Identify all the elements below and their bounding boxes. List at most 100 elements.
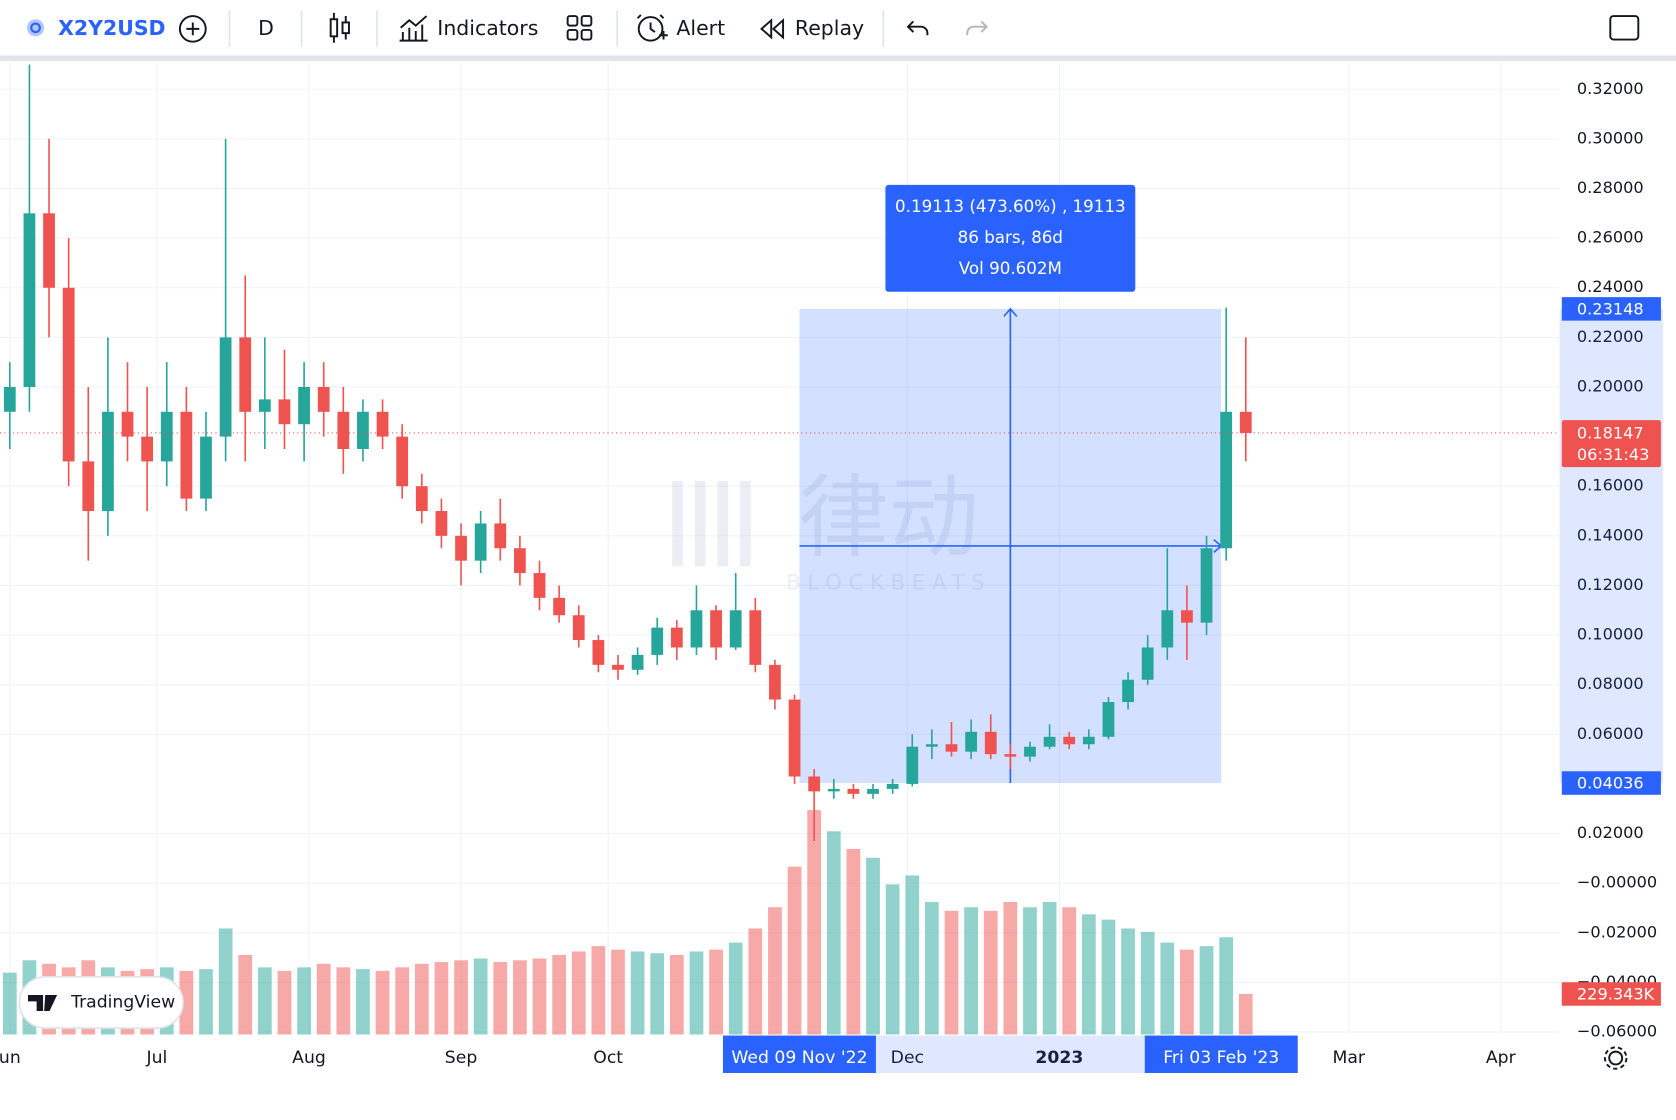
last-volume-bg — [1561, 982, 1661, 1006]
y-tick-label: −0.02000 — [1577, 922, 1657, 941]
volume-bar — [2, 972, 17, 1035]
replay-button[interactable]: Replay — [795, 16, 864, 40]
last-volume-label: 229.343K — [1577, 985, 1655, 1004]
x-tick-label: Aug — [292, 1048, 326, 1068]
candle-body — [1239, 411, 1252, 433]
measure-box — [885, 184, 1136, 292]
x-tick-label: Jul — [146, 1048, 168, 1068]
volume-bar — [473, 958, 488, 1035]
toolbar-border — [0, 55, 1676, 61]
candle-body — [298, 386, 310, 425]
candle-body — [43, 213, 55, 288]
price-axis — [1559, 60, 1676, 1075]
x-tick-label: un — [0, 1048, 21, 1068]
candle-body — [1122, 679, 1134, 703]
candle-body — [317, 386, 330, 412]
redo-button[interactable] — [966, 20, 989, 36]
price-label: 0.04036 — [1577, 774, 1644, 793]
candle-body — [278, 399, 291, 425]
volume-bar — [1219, 937, 1234, 1035]
volume-bar — [356, 969, 370, 1035]
date-label-bg — [1144, 1035, 1298, 1073]
candle-body — [1024, 746, 1036, 757]
volume-bar — [1121, 928, 1135, 1035]
candle-body — [160, 411, 173, 462]
volume-bar — [395, 967, 410, 1035]
volume-bar — [964, 907, 978, 1035]
volume-bar — [571, 951, 586, 1035]
interval[interactable]: D — [258, 16, 274, 40]
candle-body — [1181, 610, 1193, 623]
candle-body — [670, 627, 683, 648]
candle-body — [651, 627, 664, 655]
volume-bar — [787, 866, 802, 1035]
indicators-button[interactable]: Indicators — [437, 16, 538, 40]
replay-icon[interactable] — [760, 18, 785, 40]
volume-bar — [669, 954, 684, 1035]
toolbar: X2Y2USD D Indicators Alert Replay — [26, 10, 1640, 48]
volume-bar — [375, 970, 390, 1035]
volume-bar — [1003, 901, 1018, 1035]
candle-body — [984, 731, 997, 755]
measure-text: 0.19113 (473.60%) , 19113 — [895, 197, 1126, 216]
alert-icon[interactable] — [636, 14, 668, 42]
volume-bar — [689, 951, 704, 1035]
candle-body — [474, 523, 487, 561]
settings-button[interactable] — [1603, 1046, 1628, 1070]
volume-bar — [257, 967, 272, 1035]
x-tick-label: Oct — [593, 1048, 623, 1068]
volume-bar — [493, 962, 508, 1035]
candle-body — [572, 615, 585, 641]
volume-bar — [218, 928, 233, 1035]
candle-body — [553, 597, 566, 616]
fullscreen-button[interactable] — [1609, 15, 1640, 41]
volume-bar — [1101, 919, 1116, 1035]
candle-body — [121, 411, 134, 437]
volume-bar — [1140, 932, 1155, 1035]
candle-body — [769, 664, 781, 700]
candle-body — [867, 788, 879, 794]
candle-body — [258, 399, 271, 412]
volume-bar — [316, 963, 331, 1035]
indicators-icon[interactable] — [399, 15, 428, 42]
y-tick-label: 0.32000 — [1577, 79, 1644, 98]
candle-body — [102, 411, 114, 512]
tradingview-logo[interactable]: TradingView — [18, 975, 184, 1029]
volume-bar — [768, 907, 782, 1035]
last-price-bg — [1561, 420, 1661, 468]
add-symbol-button[interactable] — [178, 15, 207, 43]
candle-body — [710, 610, 722, 648]
symbol-icon — [26, 19, 45, 37]
candle-body — [1161, 610, 1174, 648]
y-tick-label: 0.06000 — [1577, 724, 1644, 743]
symbol-icon-inner — [30, 22, 41, 34]
volume-bar — [591, 946, 606, 1035]
logo-text: TradingView — [70, 992, 175, 1012]
layout-button[interactable] — [566, 15, 593, 41]
volume-bar — [866, 857, 880, 1035]
candle-body — [925, 744, 938, 747]
candle-body — [200, 436, 212, 499]
volume-bar — [611, 949, 625, 1035]
volume-bar — [1160, 942, 1175, 1035]
candle-body — [1102, 702, 1115, 737]
volume-bar — [434, 962, 449, 1035]
volume-bar — [552, 954, 566, 1035]
alert-button[interactable]: Alert — [676, 16, 725, 40]
volume-bar — [277, 970, 292, 1035]
x-tick-label: Sep — [445, 1048, 477, 1068]
candle-body — [945, 744, 958, 752]
volume-bar — [513, 960, 527, 1035]
volume-bar — [1023, 907, 1037, 1035]
x-tick-label: 2023 — [1035, 1048, 1083, 1068]
chart-type-button[interactable] — [329, 12, 350, 43]
candle-body — [239, 337, 252, 412]
y-tick-label: 0.10000 — [1577, 625, 1644, 644]
volume-bar — [1081, 914, 1096, 1035]
candle-body — [788, 699, 801, 777]
candle-body — [690, 610, 703, 648]
undo-button[interactable] — [906, 20, 929, 36]
symbol[interactable]: X2Y2USD — [58, 16, 165, 40]
volume-bar — [238, 954, 253, 1035]
